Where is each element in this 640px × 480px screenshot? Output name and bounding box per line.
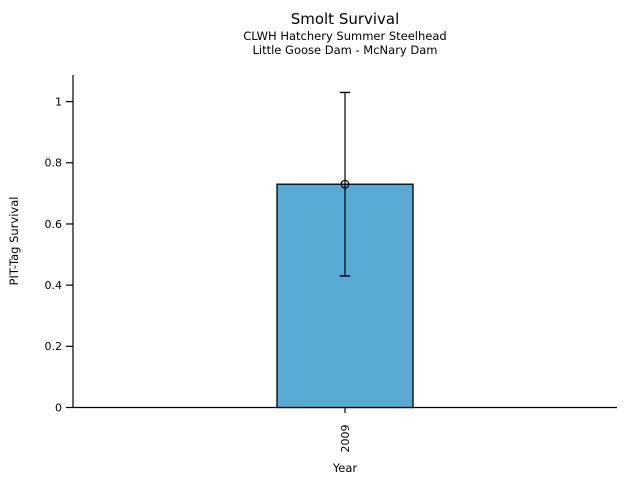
y-tick-label: 0.4	[45, 279, 63, 292]
y-tick-label: 1	[55, 95, 62, 108]
y-tick-label: 0.6	[45, 218, 63, 231]
chart-subtitle-line-1: CLWH Hatchery Summer Steelhead	[243, 29, 447, 43]
x-axis-title: Year	[332, 461, 358, 475]
y-tick-label: 0.2	[45, 340, 63, 353]
y-tick-label: 0.8	[45, 157, 63, 170]
chart-subtitle-line-2: Little Goose Dam - McNary Dam	[252, 43, 438, 57]
y-tick-label: 0	[55, 401, 62, 414]
chart-title: Smolt Survival	[290, 10, 400, 28]
point-marker	[340, 179, 350, 189]
x-tick-label: 2009	[339, 425, 352, 453]
